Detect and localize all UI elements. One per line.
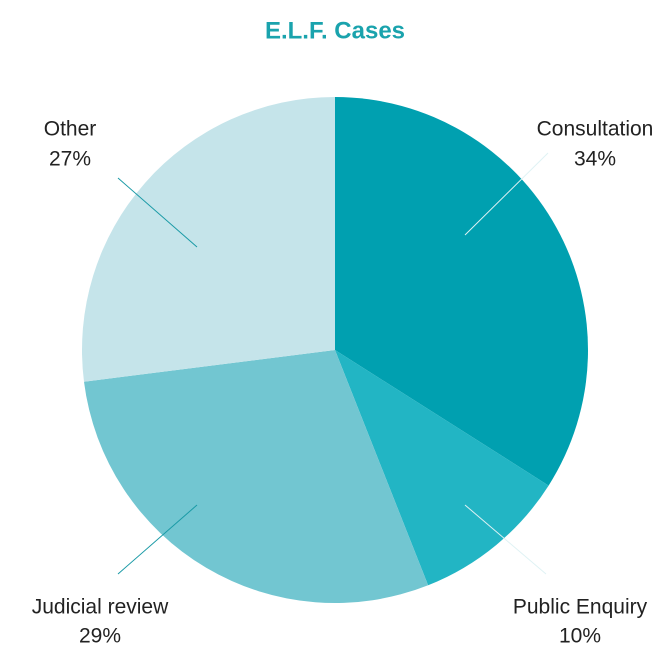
chart-title: E.L.F. Cases	[265, 17, 405, 44]
slice-label: Consultation	[537, 118, 654, 141]
leader-line	[464, 504, 547, 575]
pie-slice	[335, 350, 549, 586]
slice-value: 34%	[574, 148, 616, 171]
pie-slice	[335, 97, 589, 486]
slice-label: Judicial review	[32, 596, 169, 619]
slice-value: 27%	[49, 148, 91, 171]
leader-line	[464, 152, 549, 236]
slice-value: 10%	[559, 625, 601, 647]
slice-value: 29%	[79, 625, 121, 647]
leader-line	[117, 177, 198, 248]
slice-label: Other	[44, 118, 97, 141]
leader-line	[117, 504, 198, 575]
pie-slice	[83, 350, 429, 604]
slice-label: Public Enquiry	[513, 596, 648, 619]
pie-slice	[81, 97, 335, 382]
